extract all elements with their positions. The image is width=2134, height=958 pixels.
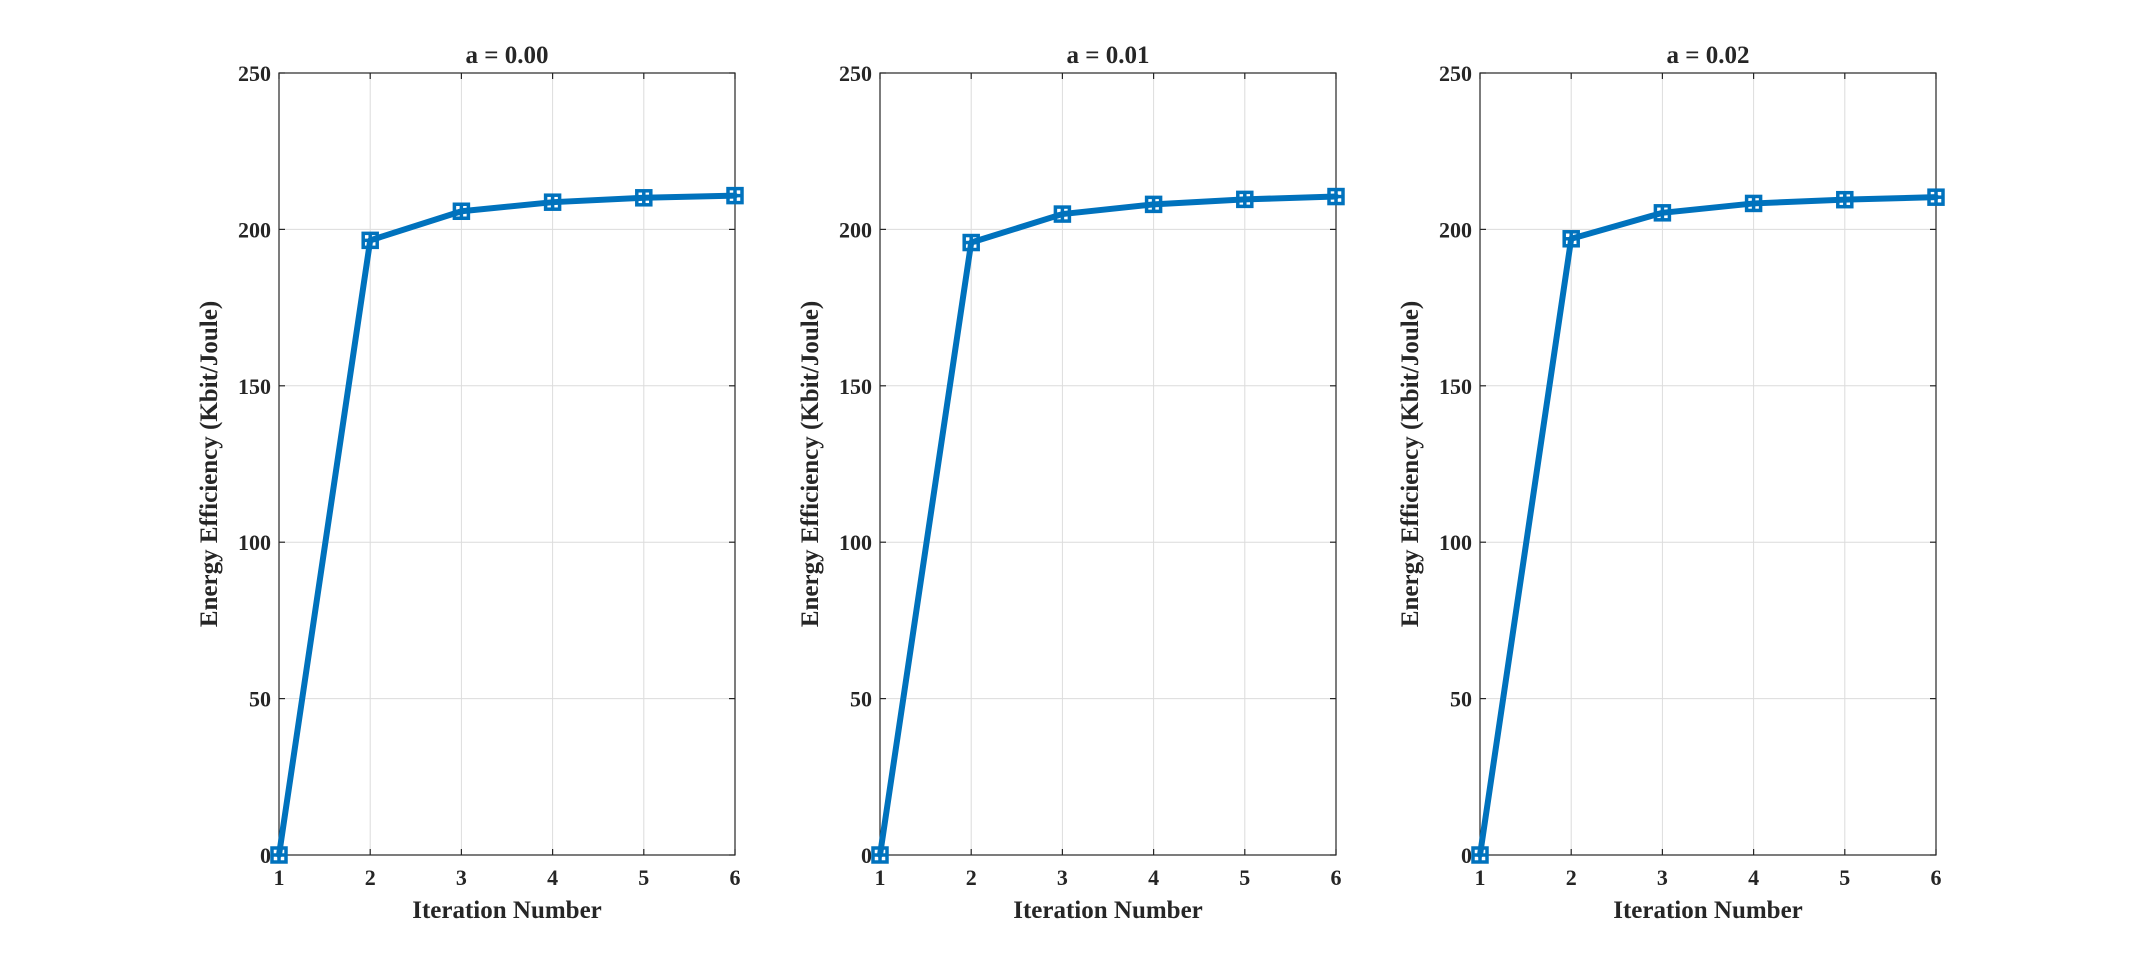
x-tick-label: 4 [1148, 865, 1159, 890]
plot-area [880, 73, 1336, 855]
x-tick-label: 3 [456, 865, 467, 890]
y-axis-title: Energy Efficiency (Kbit/Joule) [1397, 301, 1424, 627]
axes-box [278, 72, 736, 856]
x-tick-label: 1 [1475, 865, 1486, 890]
data-point [1144, 195, 1163, 214]
data-point [1744, 194, 1763, 213]
data-point [1471, 846, 1489, 864]
y-tick-label: 200 [1439, 217, 1472, 242]
axes-box [879, 72, 1337, 856]
x-tick-label: 3 [1057, 865, 1068, 890]
y-tick-label: 0 [1461, 843, 1472, 868]
y-axis-title: Energy Efficiency (Kbit/Joule) [797, 301, 824, 627]
x-tick-label: 2 [1566, 865, 1577, 890]
data-point [452, 202, 471, 221]
data-point [1562, 230, 1580, 248]
y-tick-label: 150 [839, 374, 872, 399]
y-tick-label: 50 [249, 687, 271, 712]
data-point [1053, 205, 1072, 223]
x-tick-label: 5 [1839, 865, 1850, 890]
y-axis-title: Energy Efficiency (Kbit/Joule) [196, 301, 223, 627]
chart-panel-1: 1 2 3 4 5 6 0 50 100 150 200 250 a = 0.00 Iteration N… [196, 42, 744, 924]
x-tick-label: 4 [547, 865, 558, 890]
data-point [361, 231, 379, 250]
y-tick-label: 100 [1439, 530, 1472, 555]
y-tick-label: 0 [260, 843, 271, 868]
x-tick-label: 1 [875, 865, 886, 890]
x-tick-label: 2 [966, 865, 977, 890]
data-point [726, 186, 744, 205]
data-point [1236, 190, 1254, 209]
data-point [1927, 188, 1945, 206]
y-tick-label: 50 [1450, 687, 1472, 712]
data-point [635, 189, 653, 207]
x-tick-label: 6 [730, 865, 741, 890]
y-tick-label: 50 [850, 687, 872, 712]
x-tick-label: 6 [1931, 865, 1942, 890]
x-tick-label: 5 [1239, 865, 1250, 890]
data-point [871, 846, 889, 864]
y-tick-label: 150 [238, 374, 271, 399]
chart-panel-2: 1 2 3 4 5 6 0 50 100 150 200 250 a = 0.01 Iteration N… [797, 42, 1345, 924]
data-point [1653, 204, 1672, 222]
y-tick-label: 250 [238, 61, 271, 86]
series-line [1477, 194, 1939, 858]
y-tick-label: 200 [238, 217, 271, 242]
chart-title: a = 0.01 [1067, 42, 1150, 69]
data-point [543, 193, 562, 211]
data-point [270, 846, 288, 864]
series-line [276, 192, 738, 858]
x-axis-title: Iteration Number [412, 897, 602, 924]
x-axis-title: Iteration Number [1613, 897, 1803, 924]
plot-area [1480, 73, 1936, 855]
y-tick-label: 200 [839, 217, 872, 242]
x-tick-label: 3 [1657, 865, 1668, 890]
y-tick-label: 0 [861, 843, 872, 868]
chart-title: a = 0.02 [1667, 42, 1750, 69]
series-line [877, 193, 1339, 858]
plot-area [279, 73, 735, 855]
data-point [1327, 187, 1345, 206]
y-tick-label: 150 [1439, 374, 1472, 399]
x-tick-label: 2 [365, 865, 376, 890]
y-tick-label: 100 [238, 530, 271, 555]
data-point [962, 233, 980, 252]
y-tick-label: 250 [1439, 61, 1472, 86]
chart-title: a = 0.00 [466, 42, 549, 69]
data-point [1836, 190, 1854, 209]
x-tick-label: 5 [638, 865, 649, 890]
x-tick-label: 6 [1331, 865, 1342, 890]
chart-panel-3: 1 2 3 4 5 6 0 50 100 150 200 250 a = 0.02 Iteration N… [1397, 42, 1945, 924]
y-tick-label: 250 [839, 61, 872, 86]
y-tick-label: 100 [839, 530, 872, 555]
x-tick-label: 1 [274, 865, 285, 890]
x-axis-title: Iteration Number [1013, 897, 1203, 924]
axes-box [1479, 72, 1937, 856]
x-tick-label: 4 [1748, 865, 1759, 890]
